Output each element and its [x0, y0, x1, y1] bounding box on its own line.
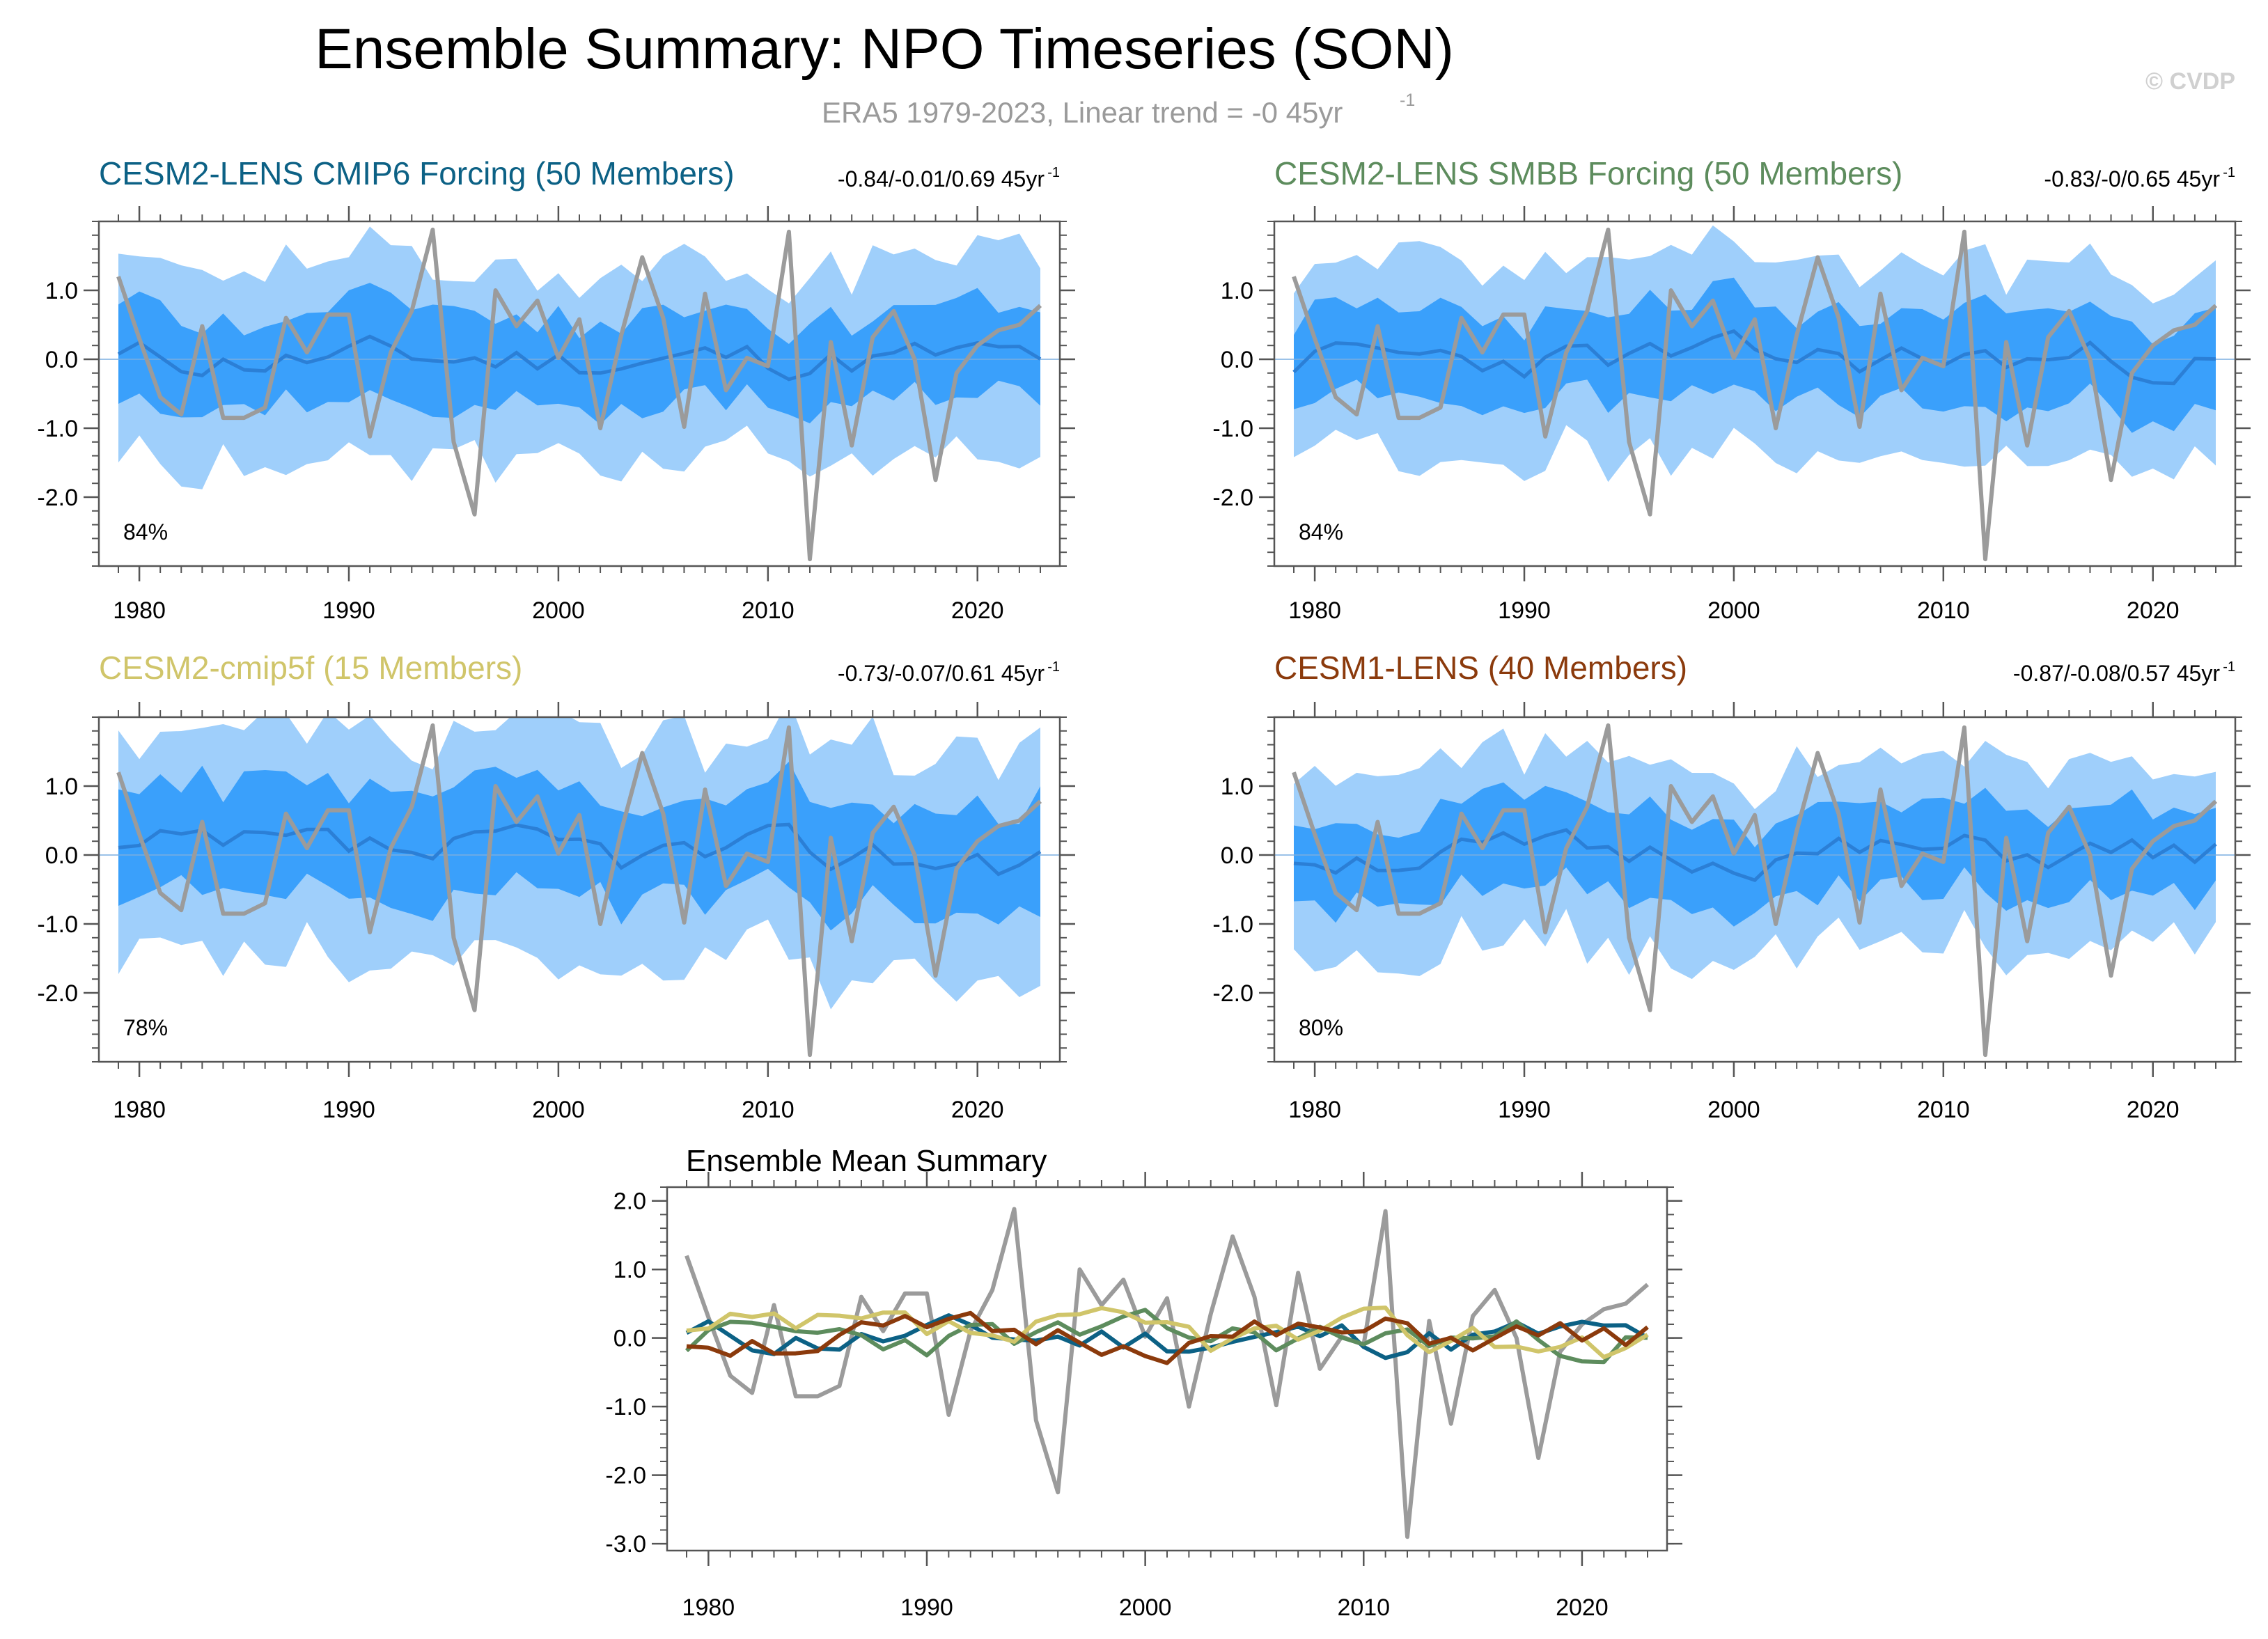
- subtitle-superscript: -1: [1400, 91, 1415, 110]
- panel-stats: -0.73/-0.07/0.61 45yr: [838, 661, 1045, 686]
- panel-stats-superscript: -1: [2223, 659, 2235, 675]
- x-tick-label: 1980: [113, 1097, 166, 1123]
- summary-cmip6-line: [685, 1313, 1649, 1360]
- x-tick-label: 2000: [1707, 1097, 1760, 1123]
- y-tick-label: 0.0: [1221, 842, 1253, 869]
- panel-percent: 78%: [123, 1015, 168, 1040]
- observed-line: [116, 723, 1042, 1058]
- observed-line: [1292, 723, 2218, 1058]
- y-tick-label: -3.0: [605, 1531, 646, 1558]
- y-tick-label: -2.0: [1212, 485, 1253, 511]
- x-tick-label: 1980: [1288, 1097, 1341, 1123]
- panel-stats: -0.84/-0.01/0.69 45yr: [838, 166, 1045, 191]
- panel-title: CESM2-LENS SMBB Forcing (50 Members): [1274, 155, 1902, 191]
- x-tick-label: 2020: [2127, 1097, 2180, 1123]
- x-tick-label: 2020: [1556, 1594, 1609, 1621]
- summary-smbb-line: [685, 1308, 1648, 1365]
- spread-band-inner: [1294, 277, 2216, 433]
- y-tick-label: 1.0: [45, 278, 78, 304]
- x-tick-label: 2010: [742, 597, 795, 624]
- x-tick-label: 1990: [1498, 597, 1551, 624]
- x-tick-label: 2010: [1917, 1097, 1970, 1123]
- spread-band-inner: [118, 762, 1040, 931]
- panel-title: CESM2-LENS CMIP6 Forcing (50 Members): [99, 155, 735, 191]
- x-tick-label: 2000: [532, 1097, 585, 1123]
- y-tick-label: 2.0: [613, 1189, 646, 1215]
- y-tick-label: -2.0: [605, 1463, 646, 1489]
- y-tick-label: -1.0: [37, 416, 78, 442]
- x-tick-label: 2020: [951, 1097, 1004, 1123]
- ensemble-mean-line: [117, 334, 1042, 382]
- x-tick-label: 1990: [900, 1594, 953, 1621]
- ensemble-panel-3: 1.0 0.0 -1.0 -2.0 1980 1990 2000 2010 2020 CESM2-…: [37, 650, 1075, 1123]
- ensemble-panel-2: 1.0 0.0 -1.0 -2.0 1980 1990 2000 2010 2020 CESM2-…: [1212, 155, 2251, 624]
- y-tick-label: -1.0: [37, 911, 78, 938]
- ensemble-mean-line: [1293, 828, 2217, 882]
- y-tick-label: -1.0: [605, 1394, 646, 1420]
- summary-cesm1-line: [686, 1310, 1649, 1365]
- y-tick-label: 1.0: [613, 1257, 646, 1283]
- y-tick-label: 1.0: [1221, 774, 1253, 800]
- observed-line: [1292, 227, 2218, 562]
- y-tick-label: 1.0: [1221, 278, 1253, 304]
- y-tick-label: -1.0: [1212, 416, 1253, 442]
- subtitle-text: ERA5 1979-2023, Linear trend = -0 45yr: [822, 96, 1343, 129]
- y-tick-label: -1.0: [1212, 911, 1253, 938]
- panel-stats: -0.87/-0.08/0.57 45yr: [2013, 661, 2220, 686]
- x-tick-label: 1990: [1498, 1097, 1551, 1123]
- watermark: © CVDP: [2145, 68, 2235, 95]
- x-tick-label: 2010: [742, 1097, 795, 1123]
- y-tick-label: 1.0: [45, 774, 78, 800]
- summary-observed-line: [685, 1207, 1649, 1539]
- figure-title: Ensemble Summary: NPO Timeseries (SON): [315, 17, 1454, 81]
- observed-line: [116, 227, 1042, 562]
- panel-percent: 84%: [1299, 519, 1343, 544]
- x-tick-label: 1980: [113, 597, 166, 624]
- ensemble-mean-summary-panel: 2.0 1.0 0.0 -1.0 -2.0 -3.0 1980 1990 2000 2010 202…: [605, 1144, 1682, 1621]
- y-tick-label: -2.0: [37, 485, 78, 511]
- plot-frame-5: [666, 1186, 1668, 1552]
- x-tick-label: 1980: [1288, 597, 1341, 624]
- panel-percent: 84%: [123, 519, 168, 544]
- x-tick-label: 2010: [1337, 1594, 1390, 1621]
- panel-stats-superscript: -1: [1047, 165, 1060, 180]
- ensemble-mean-line: [118, 822, 1042, 877]
- x-tick-label: 2020: [2127, 597, 2180, 624]
- x-tick-label: 1990: [322, 1097, 375, 1123]
- x-tick-label: 2010: [1917, 597, 1970, 624]
- x-tick-label: 1990: [322, 597, 375, 624]
- ensemble-mean-line: [1292, 329, 2216, 386]
- y-tick-label: -2.0: [1212, 980, 1253, 1007]
- figure-subtitle: ERA5 1979-2023, Linear trend = -0 45yr -…: [822, 91, 1415, 129]
- y-tick-label: -2.0: [37, 980, 78, 1007]
- panel-stats: -0.83/-0/0.65 45yr: [2044, 166, 2220, 191]
- x-tick-label: 2000: [532, 597, 585, 624]
- panel-percent: 80%: [1299, 1015, 1343, 1040]
- x-tick-label: 2000: [1707, 597, 1760, 624]
- y-tick-label: 0.0: [45, 347, 78, 373]
- summary-title: Ensemble Mean Summary: [686, 1144, 1047, 1178]
- x-tick-label: 2020: [951, 597, 1004, 624]
- ensemble-panel-4: 1.0 0.0 -1.0 -2.0 1980 1990 2000 2010 2020 CESM1-…: [1212, 650, 2251, 1123]
- y-tick-label: 0.0: [1221, 347, 1253, 373]
- panel-stats-superscript: -1: [1047, 659, 1060, 675]
- ensemble-panel-1: 1.0 0.0 -1.0 -2.0 1980 1990 2000 2010 2020 CESM2-…: [37, 155, 1075, 624]
- panel-title: CESM2-cmip5f (15 Members): [99, 650, 522, 686]
- y-tick-label: 0.0: [613, 1326, 646, 1352]
- y-tick-label: 0.0: [45, 842, 78, 869]
- x-tick-label: 2000: [1119, 1594, 1172, 1621]
- x-tick-label: 1980: [682, 1594, 735, 1621]
- panel-stats-superscript: -1: [2223, 165, 2235, 180]
- panel-title: CESM1-LENS (40 Members): [1274, 650, 1687, 686]
